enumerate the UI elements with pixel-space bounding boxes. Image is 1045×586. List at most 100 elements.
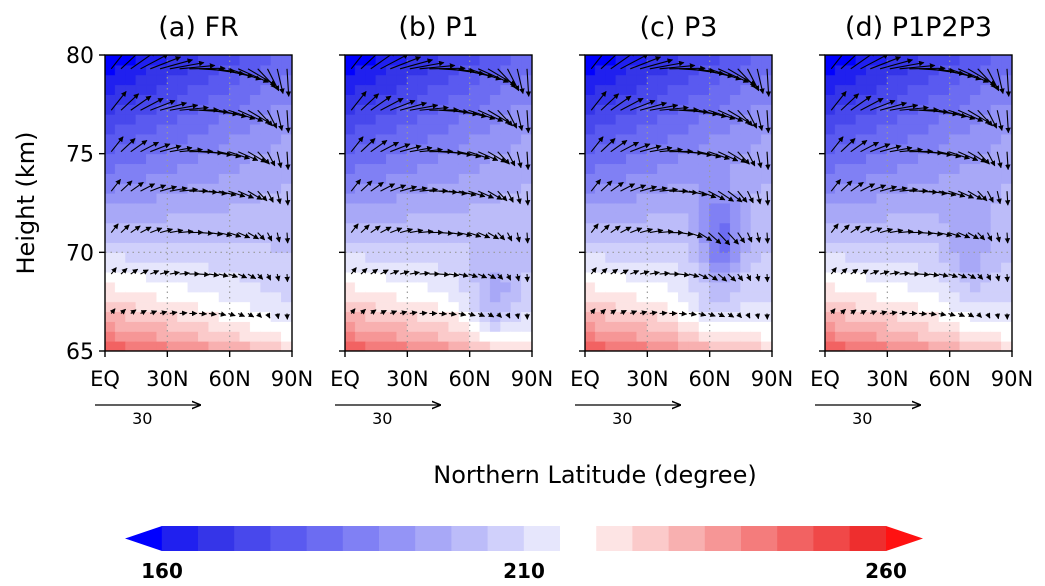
field-cell	[1001, 261, 1012, 273]
wind-arrow	[218, 311, 227, 317]
field-cell	[667, 212, 679, 224]
field-cell	[886, 84, 899, 95]
field-cell	[125, 251, 137, 263]
field-cell	[907, 192, 919, 204]
field-cell	[156, 340, 168, 351]
x-tick-label: EQ	[810, 367, 840, 391]
field-cell	[709, 84, 721, 95]
field-cell	[928, 212, 940, 224]
field-cell	[386, 163, 398, 174]
field-cell	[146, 84, 158, 95]
wind-arrow	[957, 190, 975, 199]
field-cell	[105, 212, 116, 224]
field-cell	[897, 113, 909, 125]
field-cell	[229, 202, 241, 214]
colorbar-swatch	[849, 526, 887, 551]
field-cell	[396, 84, 408, 95]
wind-arrow	[228, 151, 250, 160]
field-cell	[698, 172, 711, 184]
field-cell	[594, 330, 607, 342]
field-cell	[249, 55, 262, 66]
field-cell	[750, 291, 763, 303]
field-cell	[709, 251, 721, 263]
field-cell	[585, 153, 596, 165]
field-cell	[719, 330, 731, 342]
field-cell	[281, 251, 292, 263]
wind-arrow	[130, 181, 144, 192]
field-cell	[678, 261, 690, 273]
field-cell	[959, 84, 971, 95]
field-cell	[500, 84, 512, 95]
field-cell	[239, 222, 251, 234]
field-cell	[667, 64, 679, 76]
wind-arrow	[189, 65, 226, 72]
field-cell	[897, 301, 909, 313]
wind-arrow	[590, 136, 604, 153]
field-cell	[448, 311, 460, 322]
field-cell	[521, 340, 532, 351]
panel-title: (c) P3	[640, 12, 718, 43]
field-cell	[270, 172, 283, 184]
field-cell	[825, 281, 836, 293]
field-cell	[386, 74, 398, 86]
field-cell	[845, 84, 857, 95]
field-cell	[396, 232, 408, 243]
field-cell	[626, 202, 638, 214]
field-cell	[208, 311, 220, 322]
field-cell	[825, 271, 836, 283]
field-cell	[928, 55, 940, 66]
wind-arrow	[630, 56, 662, 70]
field-cell	[345, 93, 356, 105]
field-cell	[709, 261, 721, 273]
wind-arrow	[140, 269, 149, 275]
wind-arrow	[120, 138, 136, 153]
field-cell	[750, 301, 763, 313]
field-cell	[469, 261, 481, 273]
field-cell	[907, 261, 919, 273]
field-cell	[667, 261, 679, 273]
field-cell	[479, 301, 491, 313]
field-cell	[938, 123, 951, 135]
field-cell	[479, 251, 491, 263]
field-cell	[709, 222, 721, 234]
field-cell	[667, 281, 679, 293]
wind-arrow	[840, 138, 856, 153]
field-cell	[177, 330, 189, 342]
wind-arrow	[889, 103, 919, 111]
field-cell	[750, 340, 763, 351]
field-cell	[354, 340, 367, 351]
wind-arrow	[360, 308, 366, 315]
field-cell	[825, 103, 836, 115]
field-cell	[469, 311, 481, 322]
field-cell	[386, 291, 398, 303]
wind-arrow	[948, 68, 982, 81]
field-cell	[125, 330, 137, 342]
field-cell	[636, 320, 648, 332]
field-cell	[969, 330, 982, 342]
field-cell	[990, 232, 1003, 243]
field-cell	[719, 93, 731, 105]
field-cell	[657, 74, 669, 86]
field-cell	[834, 291, 847, 303]
wind-arrow	[840, 93, 860, 111]
x-tick-label: 90N	[991, 367, 1033, 391]
wind-arrow	[390, 99, 416, 111]
wind-arrow	[525, 151, 531, 171]
field-cell	[719, 340, 731, 351]
field-cell	[458, 93, 471, 105]
field-cell	[105, 163, 116, 174]
field-cell	[260, 311, 272, 322]
field-cell	[197, 291, 210, 303]
field-cell	[166, 172, 179, 184]
field-cell	[249, 84, 262, 95]
x-tick-label: 90N	[511, 367, 553, 391]
field-cell	[729, 340, 742, 351]
field-cell	[177, 291, 189, 303]
wind-arrow	[829, 308, 836, 315]
field-cell	[406, 261, 419, 273]
field-cell	[709, 202, 721, 214]
field-cell	[146, 291, 158, 303]
field-cell	[876, 291, 888, 303]
field-cell	[270, 261, 283, 273]
wind-arrow	[370, 309, 377, 315]
